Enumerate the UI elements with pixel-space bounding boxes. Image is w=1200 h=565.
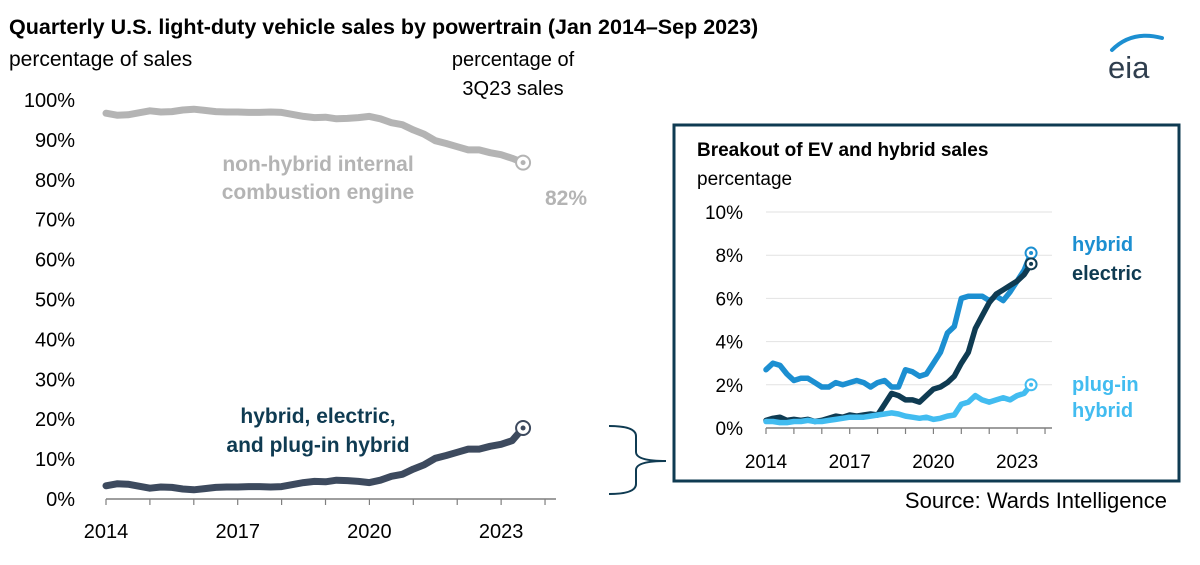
main-series-line-hybrid-electric-and-plug-in-hybrid [102,424,527,494]
main-y-axis-label: percentage of sales [9,48,192,71]
inset-x-tick-label: 2023 [996,452,1038,473]
main-y-tick-label: 100% [24,90,75,112]
series-end-label-ice: 82% [545,187,587,210]
main-y-tick-label: 80% [35,170,75,192]
end-note-label: percentage of 3Q23 sales [452,49,575,100]
main-x-tick-label: 2023 [479,521,524,543]
inset-end-dot-plug-in-hybrid [1029,382,1034,387]
inset-series-line-hybrid [763,250,1034,390]
eia-logo: eia [1108,33,1164,85]
main-end-dot-hybrid-electric-and-plug-in-hybrid [520,425,526,431]
main-y-tick-label: 70% [35,210,75,232]
chart-title: Quarterly U.S. light-duty vehicle sales … [9,15,758,39]
eia-logo-arc [1110,33,1164,52]
main-x-tick-label: 2014 [84,521,129,543]
inset-y-tick-label: 8% [716,246,744,267]
inset-y-tick-label: 6% [716,289,744,310]
inset-x-tick-label: 2014 [745,452,788,473]
series-label-hybrid: hybrid [1072,234,1133,256]
main-chart-series [102,105,532,494]
inset-y-axis-ticks: 0% 2% 4% 6% 8% 10% [705,203,743,440]
main-x-tick-label: 2020 [347,521,392,543]
source-note: Source: Wards Intelligence [905,488,1167,513]
inset-y-tick-label: 4% [716,333,744,354]
series-label-ice: non-hybrid internal combustion engine [222,153,415,204]
inset-chart-series [763,246,1038,426]
series-label-combined: hybrid, electric, and plug-in hybrid [226,405,409,457]
main-y-tick-label: 40% [35,329,75,351]
main-end-dot-non-hybrid-internal-combustion-engine [520,160,526,166]
main-chart-annotations: percentage of 3Q23 sales non-hybrid intern… [222,49,588,457]
main-x-axis-ticks: 2014 2017 2020 2023 [84,498,556,543]
main-y-tick-label: 0% [46,489,75,511]
inset-x-tick-label: 2020 [912,452,954,473]
main-y-tick-label: 10% [35,449,75,471]
main-y-tick-label: 90% [35,130,75,152]
inset-end-dot-electric [1029,261,1034,266]
inset-end-dot-hybrid [1029,251,1034,256]
inset-y-tick-label: 0% [716,419,744,440]
series-label-plugin: plug-in hybrid [1072,374,1139,422]
bracket-connector [608,425,667,495]
inset-y-tick-label: 2% [716,376,744,397]
inset-y-tick-label: 10% [705,203,743,224]
series-label-electric: electric [1072,263,1142,285]
inset-y-axis-label: percentage [697,169,792,190]
main-y-tick-label: 30% [35,369,75,391]
inset-x-axis-ticks: 2014 2017 2020 2023 [745,427,1052,473]
main-y-tick-label: 50% [35,290,75,312]
main-y-tick-label: 60% [35,250,75,272]
inset-chart-annotations: hybrid electric plug-in hybrid [1072,234,1142,422]
main-y-axis-ticks: 0% 10% 20% 30% 40% 50% 60% 70% 80% 90% 100% [24,90,75,511]
inset-title: Breakout of EV and hybrid sales [697,140,988,161]
main-series-line-non-hybrid-internal-combustion-engine [102,105,527,167]
inset-x-tick-label: 2017 [829,452,871,473]
main-y-tick-label: 20% [35,409,75,431]
inset-series-line-plug-in-hybrid [763,382,1034,426]
inset-border [672,123,1181,483]
main-x-tick-label: 2017 [215,521,260,543]
eia-logo-text: eia [1108,50,1150,85]
